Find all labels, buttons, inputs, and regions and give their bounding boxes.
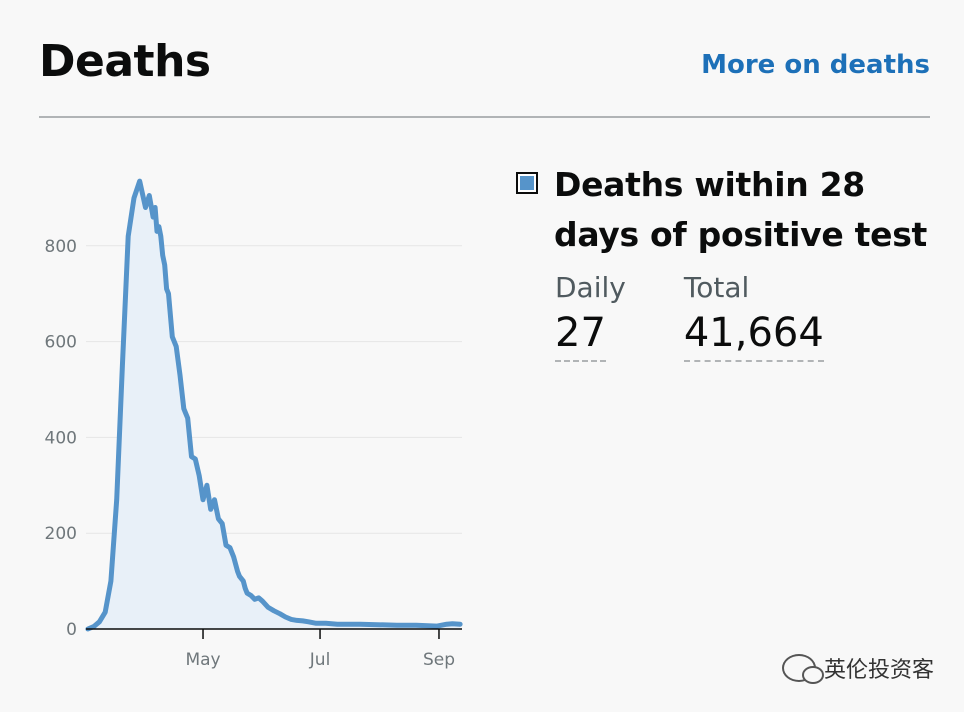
legend-title-line2: days of positive test	[554, 215, 928, 254]
deaths-area	[87, 181, 461, 629]
y-tick-label: 200	[45, 524, 77, 544]
x-tick-label: May	[185, 650, 220, 670]
x-axis: May Jul Sep	[185, 629, 455, 670]
daily-value[interactable]: 27	[555, 308, 606, 362]
watermark-text: 英伦投资客	[823, 658, 934, 683]
deaths-line	[85, 178, 463, 632]
y-tick-label: 800	[45, 237, 77, 257]
legend: Deaths within 28 days of positive test	[514, 160, 934, 260]
stats: Daily 27 Total 41,664	[555, 268, 824, 362]
deaths-chart: 0 200 400 600 800 May Jul Sep	[45, 178, 463, 670]
total-value[interactable]: 41,664	[683, 308, 824, 362]
y-tick-label: 400	[45, 428, 77, 448]
legend-swatch-icon[interactable]	[516, 172, 538, 194]
total-stat: Total 41,664	[683, 268, 824, 362]
y-tick-label: 0	[66, 620, 77, 640]
x-tick-label: Sep	[423, 650, 455, 670]
header-divider	[39, 116, 930, 118]
wechat-icon	[781, 654, 824, 684]
watermark: 英伦投资客	[781, 652, 934, 684]
page-title: Deaths	[39, 36, 211, 87]
total-label: Total	[683, 271, 750, 304]
daily-stat: Daily 27	[555, 268, 626, 362]
daily-label: Daily	[555, 271, 626, 304]
y-tick-label: 600	[45, 333, 77, 353]
x-tick-label: Jul	[309, 650, 331, 670]
more-on-deaths-link[interactable]: More on deaths	[701, 50, 930, 80]
legend-title-line1: Deaths within 28	[554, 165, 865, 204]
y-axis: 0 200 400 600 800	[45, 237, 77, 640]
